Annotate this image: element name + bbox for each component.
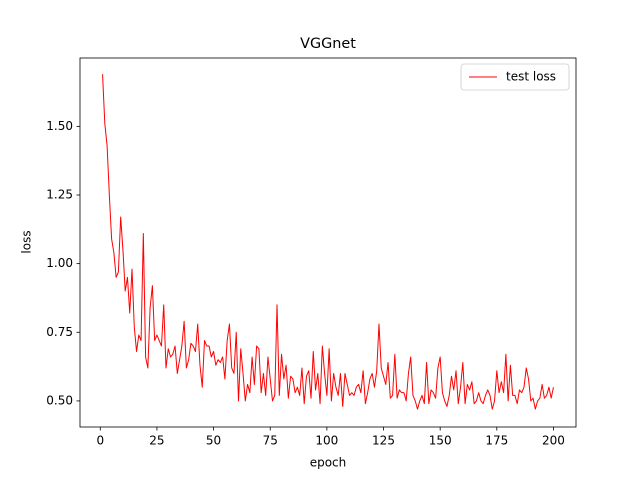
x-tick-label: 25 [149,434,164,448]
y-tick-label: 1.25 [46,188,73,202]
x-tick-label: 100 [315,434,338,448]
y-tick-label: 1.00 [46,256,73,270]
y-tick-label: 1.50 [46,119,73,133]
x-tick-label: 50 [206,434,221,448]
x-tick-label: 125 [372,434,395,448]
y-tick-label: 0.75 [46,325,73,339]
x-tick-label: 200 [542,434,565,448]
legend-box [460,63,570,91]
y-axis-label: loss [20,230,34,253]
x-tick-label: 75 [263,434,278,448]
plot-frame [79,57,577,428]
legend-label: test loss [506,70,556,84]
line [102,74,554,410]
y-tick-label: 0.50 [46,393,73,407]
x-tick-label: 0 [96,434,104,448]
x-tick-label: 175 [485,434,508,448]
x-axis-label: epoch [310,456,347,470]
x-tick-label: 150 [429,434,452,448]
chart-title: VGGnet [300,36,356,52]
